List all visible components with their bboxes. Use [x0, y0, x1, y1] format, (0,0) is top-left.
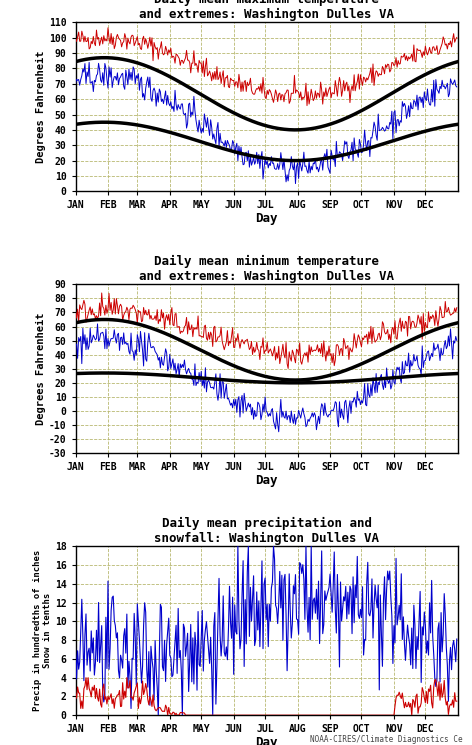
X-axis label: Day: Day	[255, 212, 278, 225]
Y-axis label: Degrees Fahrenheit: Degrees Fahrenheit	[36, 51, 46, 163]
Y-axis label: Degrees Fahrenheit: Degrees Fahrenheit	[36, 312, 46, 425]
X-axis label: Day: Day	[255, 474, 278, 486]
Title: Daily mean precipitation and
snowfall: Washington Dulles VA: Daily mean precipitation and snowfall: W…	[154, 517, 379, 545]
X-axis label: Day: Day	[255, 735, 278, 745]
Title: Daily mean minimum temperature
and extremes: Washington Dulles VA: Daily mean minimum temperature and extre…	[139, 255, 394, 283]
Title: Daily mean maximum temperature
and extremes: Washington Dulles VA: Daily mean maximum temperature and extre…	[139, 0, 394, 21]
Y-axis label: Precip in hundredths of inches
Snow in tenths: Precip in hundredths of inches Snow in t…	[33, 550, 52, 711]
Text: NOAA-CIRES/Climate Diagnostics Ce: NOAA-CIRES/Climate Diagnostics Ce	[310, 735, 463, 744]
